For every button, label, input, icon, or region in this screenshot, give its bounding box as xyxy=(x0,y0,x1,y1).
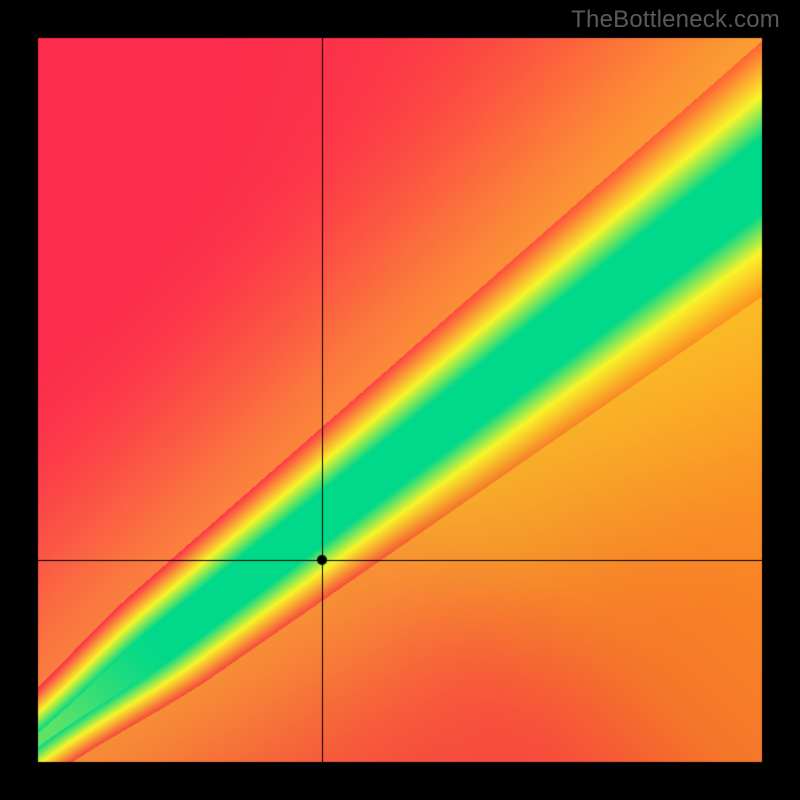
watermark-text: TheBottleneck.com xyxy=(571,6,780,34)
chart-container: TheBottleneck.com xyxy=(0,0,800,800)
bottleneck-heatmap xyxy=(0,0,800,800)
